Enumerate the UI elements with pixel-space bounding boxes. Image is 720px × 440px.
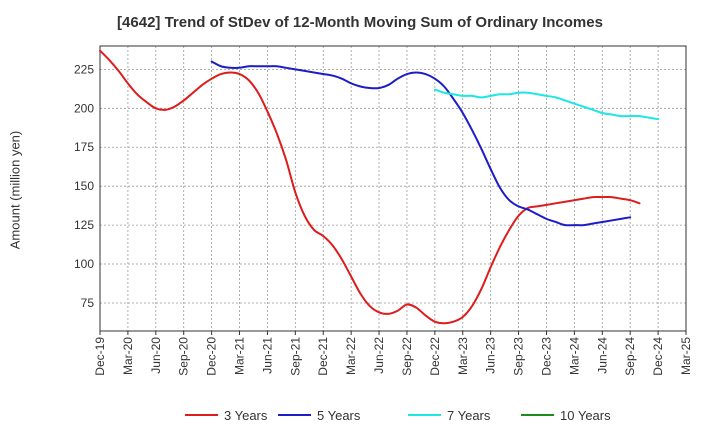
- y-tick-label: 100: [74, 257, 94, 271]
- x-tick-label: Dec-21: [316, 337, 330, 376]
- x-tick-label: Dec-22: [428, 337, 442, 376]
- x-tick-label: Sep-22: [400, 337, 414, 376]
- x-tick-label: Dec-24: [651, 337, 665, 376]
- plot-area: [100, 46, 686, 331]
- x-tick-label: Jun-24: [595, 337, 609, 374]
- x-tick-label: Jun-21: [260, 337, 274, 374]
- x-tick-label: Jun-20: [149, 337, 163, 374]
- legend-label: 10 Years: [560, 408, 611, 423]
- x-tick-label: Sep-20: [177, 337, 191, 376]
- x-tick-label: Mar-22: [344, 337, 358, 375]
- y-tick-label: 150: [74, 179, 94, 193]
- x-tick-label: Sep-24: [623, 337, 637, 376]
- x-tick-label: Jun-22: [372, 337, 386, 374]
- series-line-5-years: [210, 60, 632, 227]
- x-tick-label: Mar-20: [121, 337, 135, 375]
- legend-label: 3 Years: [224, 408, 268, 423]
- x-tick-label: Dec-19: [93, 337, 107, 376]
- y-tick-label: 125: [74, 218, 94, 232]
- series-line-3-years: [99, 49, 641, 325]
- x-tick-label: Mar-21: [233, 337, 247, 375]
- y-tick-label: 200: [74, 101, 94, 115]
- x-tick-label: Dec-20: [205, 337, 219, 376]
- x-tick-label: Sep-23: [512, 337, 526, 376]
- y-tick-label: 75: [81, 296, 95, 310]
- y-tick-label: 225: [74, 62, 94, 76]
- x-tick-label: Sep-21: [288, 337, 302, 376]
- plot-border: [99, 45, 687, 332]
- chart-title: [4642] Trend of StDev of 12-Month Moving…: [117, 14, 603, 31]
- x-tick-label: Mar-24: [567, 337, 581, 375]
- x-tick-label: Jun-23: [484, 337, 498, 374]
- x-tick-label: Mar-23: [456, 337, 470, 375]
- series-line-7-years: [433, 88, 660, 121]
- y-tick-label: 175: [74, 140, 94, 154]
- x-tick-label: Dec-23: [539, 337, 553, 376]
- x-tick-label: Mar-25: [679, 337, 693, 375]
- legend-label: 7 Years: [447, 408, 491, 423]
- legend-label: 5 Years: [317, 408, 361, 423]
